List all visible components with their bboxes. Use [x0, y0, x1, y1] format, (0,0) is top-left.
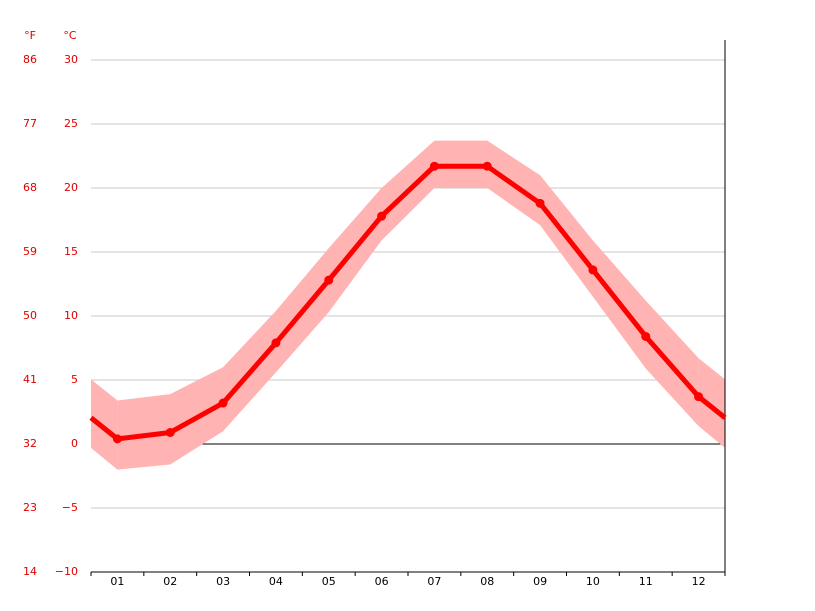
point [165, 427, 175, 437]
x-tick-label: 02 [163, 575, 177, 588]
y2-tick-label: 86 [23, 53, 37, 66]
point [482, 161, 492, 171]
x-tick-label: 05 [322, 575, 336, 588]
range-band-wrap [91, 379, 118, 470]
y-unit-label: °C [63, 29, 77, 42]
point [641, 331, 651, 341]
point [112, 434, 122, 444]
y2-tick-label: 50 [23, 309, 37, 322]
x-tick-label: 06 [375, 575, 389, 588]
point [377, 211, 387, 221]
point [429, 161, 439, 171]
y2-tick-label: 77 [23, 117, 37, 130]
y2-tick-label: 68 [23, 181, 37, 194]
x-tick-label: 10 [586, 575, 600, 588]
y-tick-label: 30 [64, 53, 78, 66]
line-wrap [697, 394, 727, 420]
y2-tick-label: 59 [23, 245, 37, 258]
y-tick-label: 20 [64, 181, 78, 194]
point [694, 392, 704, 402]
temperature-line [117, 163, 701, 442]
x-tick-label: 01 [110, 575, 124, 588]
y-tick-label: 5 [71, 373, 78, 386]
range-band-wrap [698, 358, 725, 448]
y-tick-label: 25 [64, 117, 78, 130]
y2-unit-label: °F [24, 29, 36, 42]
y2-tick-label: 32 [23, 437, 37, 450]
x-tick-label: 08 [480, 575, 494, 588]
x-tick-label: 07 [427, 575, 441, 588]
y-tick-label: 0 [71, 437, 78, 450]
y-tick-label: −10 [55, 565, 78, 578]
x-tick-label: 11 [639, 575, 653, 588]
x-tick-label: 03 [216, 575, 230, 588]
point [271, 338, 281, 348]
line-wrap [89, 415, 119, 441]
x-tick-label: 04 [269, 575, 283, 588]
y2-tick-label: 14 [23, 565, 37, 578]
y2-tick-label: 23 [23, 501, 37, 514]
point [588, 265, 598, 275]
y-tick-label: 15 [64, 245, 78, 258]
y2-tick-label: 41 [23, 373, 37, 386]
y-tick-label: −5 [62, 501, 78, 514]
point [535, 198, 545, 208]
point [324, 275, 334, 285]
x-tick-label: 09 [533, 575, 547, 588]
x-tick-label: 12 [692, 575, 706, 588]
point [218, 398, 228, 408]
y-tick-label: 10 [64, 309, 78, 322]
